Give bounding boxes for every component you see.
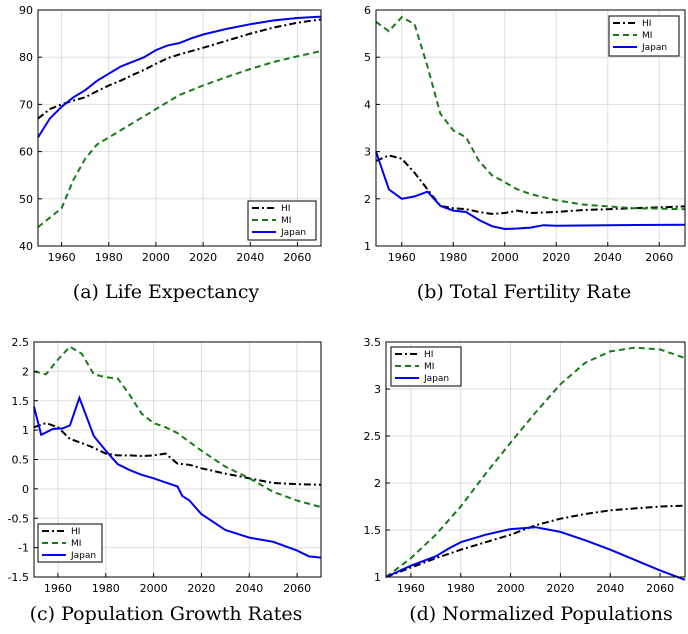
plot-frame xyxy=(37,9,322,247)
x-tick-label: 2000 xyxy=(491,251,519,264)
y-tick-label: 1 xyxy=(364,240,371,253)
x-tick-label: 1960 xyxy=(388,251,416,264)
legend-label-hi: HI xyxy=(424,350,433,360)
legend-label-japan: Japan xyxy=(70,551,96,561)
y-tick-label: 3.5 xyxy=(364,336,382,349)
x-tick-label: 1960 xyxy=(397,582,425,595)
series-line-hi xyxy=(385,504,686,578)
series-line-japan xyxy=(37,15,322,138)
x-tick-label: 1980 xyxy=(439,251,467,264)
y-tick-label: 5 xyxy=(364,51,371,64)
x-tick-label: 2000 xyxy=(140,582,168,595)
series-line-japan xyxy=(375,151,686,231)
legend-label-hi: HI xyxy=(642,19,651,29)
y-tick-label: 0.5 xyxy=(12,454,30,467)
legend-label-mi: MI xyxy=(71,539,81,549)
y-tick-label: 3 xyxy=(364,146,371,159)
x-tick-label: 2040 xyxy=(596,582,624,595)
legend: HI MI Japan xyxy=(390,346,462,387)
legend-label-japan: Japan xyxy=(423,374,449,384)
y-tick-label: 60 xyxy=(19,146,33,159)
legend-label-hi: HI xyxy=(281,204,290,214)
y-tick-label: -1.5 xyxy=(8,571,29,584)
series-line-mi xyxy=(385,346,686,578)
plot-frame xyxy=(375,9,686,247)
y-tick-label: 70 xyxy=(19,98,33,111)
chart-panel-2: 1960 1980 2000 2020 2040 2060 1 2 3 4 5 6 HI MI Japan (… xyxy=(364,4,686,303)
legend: HI MI Japan xyxy=(37,523,103,563)
x-tick-label: 2040 xyxy=(236,251,264,264)
y-tick-label: 1 xyxy=(22,424,29,437)
legend-label-hi: HI xyxy=(71,527,80,537)
y-tick-label: 2 xyxy=(374,477,381,490)
x-tick-label: 2040 xyxy=(594,251,622,264)
panel-caption: (b) Total Fertility Rate xyxy=(417,281,631,303)
panel-caption: (a) Life Expectancy xyxy=(73,281,260,303)
y-tick-label: 1 xyxy=(374,571,381,584)
series-line-hi xyxy=(37,18,322,120)
y-tick-label: 1.5 xyxy=(364,524,382,537)
legend-label-mi: MI xyxy=(642,31,652,41)
y-tick-label: -0.5 xyxy=(8,512,29,525)
y-tick-label: 40 xyxy=(19,240,33,253)
series-line-mi xyxy=(33,345,322,509)
legend-label-mi: MI xyxy=(281,216,291,226)
x-tick-label: 2040 xyxy=(235,582,263,595)
y-tick-label: 2.5 xyxy=(12,336,30,349)
x-tick-label: 2020 xyxy=(189,251,217,264)
x-tick-label: 2060 xyxy=(283,582,311,595)
y-tick-label: 0 xyxy=(22,483,29,496)
x-tick-label: 2020 xyxy=(542,251,570,264)
y-tick-label: 50 xyxy=(19,193,33,206)
chart-panel-1: 1960 1980 2000 2020 2040 2060 40 50 60 70 80 90 HI MI… xyxy=(19,4,322,303)
series-line-mi xyxy=(375,15,686,211)
y-tick-label: 6 xyxy=(364,4,371,17)
x-tick-label: 2060 xyxy=(646,582,674,595)
x-tick-label: 1980 xyxy=(95,251,123,264)
panel-caption: (c) Population Growth Rates xyxy=(30,603,303,625)
x-tick-label: 1960 xyxy=(44,582,72,595)
y-tick-label: 3 xyxy=(374,383,381,396)
x-tick-label: 2000 xyxy=(142,251,170,264)
legend: HI MI Japan xyxy=(608,15,680,57)
legend: HI MI Japan xyxy=(247,200,317,241)
series-line-mi xyxy=(37,50,322,228)
x-tick-label: 1980 xyxy=(447,582,475,595)
x-tick-label: 1960 xyxy=(48,251,76,264)
y-tick-label: 2 xyxy=(364,193,371,206)
y-tick-label: 80 xyxy=(19,51,33,64)
legend-label-japan: Japan xyxy=(641,43,667,53)
x-tick-label: 2060 xyxy=(645,251,673,264)
chart-panel-4: 1960 1980 2000 2020 2040 2060 1 1.5 2 2.5 3 3.5 HI MI… xyxy=(364,336,686,625)
chart-panel-3: 1960 1980 2000 2020 2040 2060 -1.5 -1 -0.5 0 0.5 1 1… xyxy=(8,336,322,625)
plot-frame xyxy=(385,341,686,578)
x-tick-label: 2000 xyxy=(497,582,525,595)
series-line-japan xyxy=(33,394,322,559)
y-tick-label: 2.5 xyxy=(364,430,382,443)
legend-label-mi: MI xyxy=(424,362,434,372)
series-line-japan xyxy=(385,526,686,581)
x-tick-label: 2020 xyxy=(187,582,215,595)
y-tick-label: 1.5 xyxy=(12,395,30,408)
y-tick-label: -1 xyxy=(18,542,29,555)
x-tick-label: 2020 xyxy=(546,582,574,595)
panel-caption: (d) Normalized Populations xyxy=(409,603,673,625)
x-tick-label: 2060 xyxy=(283,251,311,264)
legend-label-japan: Japan xyxy=(280,228,306,238)
y-tick-label: 4 xyxy=(364,98,371,111)
series-line-hi xyxy=(33,422,322,486)
y-tick-label: 2 xyxy=(22,365,29,378)
series-line-hi xyxy=(375,154,686,215)
x-tick-label: 1980 xyxy=(92,582,120,595)
y-tick-label: 90 xyxy=(19,4,33,17)
